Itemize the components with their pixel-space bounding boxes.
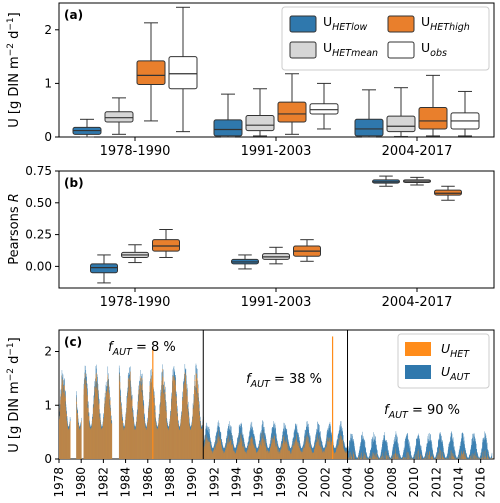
- box-U_HETlow-0: [72, 118, 102, 138]
- x-tick-label: 1991-2003: [241, 295, 312, 310]
- legend-label-U_HEThigh: UHEThigh: [421, 14, 470, 33]
- box-U_HETlow-1: [231, 254, 259, 270]
- legend-label-U_obs: Uobs: [421, 40, 447, 59]
- legend-swatch-U_HETlow: [289, 15, 317, 33]
- box-U_HETmean-0: [121, 244, 149, 264]
- x-tick-label: 1978-1990: [100, 144, 171, 159]
- panel-b-ylabel: Pearsons R: [7, 193, 22, 265]
- box-U_HETmean-1: [262, 246, 290, 265]
- x-tick-label: 1978-1990: [100, 295, 171, 310]
- panel-b: (b): [58, 170, 495, 289]
- panel-b-label: (b): [64, 176, 84, 190]
- box-iqr: [213, 119, 243, 137]
- box-U_HEThigh-2: [418, 74, 448, 137]
- box-U_HEThigh-0: [136, 22, 166, 122]
- x-tick-label: 1982: [96, 467, 110, 498]
- box-U_HETlow-2: [354, 89, 384, 138]
- x-tick-label: 1980: [74, 467, 88, 498]
- y-tick-label: 0.25: [25, 228, 52, 242]
- x-tick-label: 1978: [52, 467, 66, 498]
- box-U_HEThigh-1: [293, 239, 321, 262]
- legend-swatch-U_obs: [387, 41, 415, 59]
- box-iqr: [152, 239, 180, 252]
- box-U_obs-1: [309, 82, 339, 130]
- box-iqr: [245, 115, 275, 132]
- x-tick-label: 2006: [363, 467, 377, 498]
- f-aut-annotation: fAUT = 8 %: [108, 340, 176, 358]
- x-tick-label: 1996: [252, 467, 266, 498]
- box-U_HEThigh-0: [152, 229, 180, 258]
- x-tick-label: 2004-2017: [382, 144, 453, 159]
- box-U_HETmean-1: [245, 88, 275, 137]
- x-tick-label: 2010: [407, 467, 421, 498]
- box-U_HETlow-0: [90, 254, 118, 284]
- box-iqr: [309, 103, 339, 115]
- legend-swatch-U_AUT: [405, 365, 431, 379]
- box-iqr: [418, 107, 448, 130]
- legend-swatch-U_HEThigh: [387, 15, 415, 33]
- y-tick-label: 1: [44, 398, 52, 412]
- panel-c-label: (c): [64, 335, 82, 349]
- x-tick-label: 1988: [163, 467, 177, 498]
- f-aut-annotation: fAUT = 90 %: [384, 403, 460, 421]
- legend-swatch-U_HET: [405, 342, 431, 356]
- bar-spike: [331, 336, 334, 459]
- x-tick-label: 2002: [318, 467, 332, 498]
- panel-c-ylabel: U [g DIN m−2 d−1]: [6, 337, 22, 453]
- y-tick-label: 2: [44, 23, 52, 37]
- legend-label-U_HET: UHET: [441, 341, 470, 360]
- panel-a-label: (a): [64, 8, 83, 22]
- x-tick-label: 2012: [429, 467, 443, 498]
- panel-a-ylabel: U [g DIN m−2 d−1]: [6, 12, 22, 128]
- x-tick-label: 1994: [230, 467, 244, 498]
- box-U_HETmean-2: [386, 87, 416, 137]
- bar-spike: [152, 348, 154, 459]
- box-U_HETlow-2: [372, 175, 400, 187]
- x-tick-label: 1986: [141, 467, 155, 498]
- x-tick-label: 1990: [185, 467, 199, 498]
- legend-swatch-U_HETmean: [289, 41, 317, 59]
- box-U_HEThigh-2: [434, 185, 462, 201]
- box-iqr: [354, 118, 384, 137]
- box-iqr: [434, 189, 462, 196]
- y-tick-label: 0: [44, 452, 52, 466]
- y-tick-label: 0.75: [25, 164, 52, 178]
- y-tick-label: 0: [44, 130, 52, 144]
- x-tick-label: 2004-2017: [382, 295, 453, 310]
- box-U_obs-0: [168, 6, 198, 133]
- x-tick-label: 2004: [341, 467, 355, 498]
- legend-a-box: [281, 6, 490, 71]
- y-tick-label: 0.00: [25, 259, 52, 273]
- box-U_HETmean-2: [403, 176, 431, 186]
- box-iqr: [104, 111, 134, 123]
- box-iqr: [168, 56, 198, 90]
- f-aut-annotation: fAUT = 38 %: [246, 372, 322, 390]
- legend-label-U_AUT: UAUT: [441, 364, 471, 383]
- x-tick-label: 1992: [207, 467, 221, 498]
- box-U_obs-2: [450, 90, 480, 137]
- y-tick-label: 2: [44, 345, 52, 359]
- x-tick-label: 2000: [296, 467, 310, 498]
- legend-label-U_HETlow: UHETlow: [323, 14, 368, 33]
- box-U_HEThigh-1: [277, 73, 307, 135]
- x-tick-label: 1991-2003: [241, 144, 312, 159]
- x-tick-label: 2016: [474, 467, 488, 498]
- panel-b-frame: [58, 170, 495, 289]
- x-tick-label: 2014: [451, 467, 465, 498]
- box-iqr: [277, 101, 307, 123]
- box-U_HETmean-0: [104, 97, 134, 135]
- box-iqr: [90, 263, 118, 274]
- box-iqr: [136, 60, 166, 85]
- x-tick-label: 2008: [385, 467, 399, 498]
- y-tick-label: 0.50: [25, 196, 52, 210]
- box-iqr: [386, 115, 416, 133]
- x-tick-label: 1984: [119, 467, 133, 498]
- box-U_HETlow-1: [213, 93, 243, 138]
- legend-label-U_HETmean: UHETmean: [323, 40, 378, 59]
- x-tick-label: 1998: [274, 467, 288, 498]
- y-tick-label: 1: [44, 76, 52, 90]
